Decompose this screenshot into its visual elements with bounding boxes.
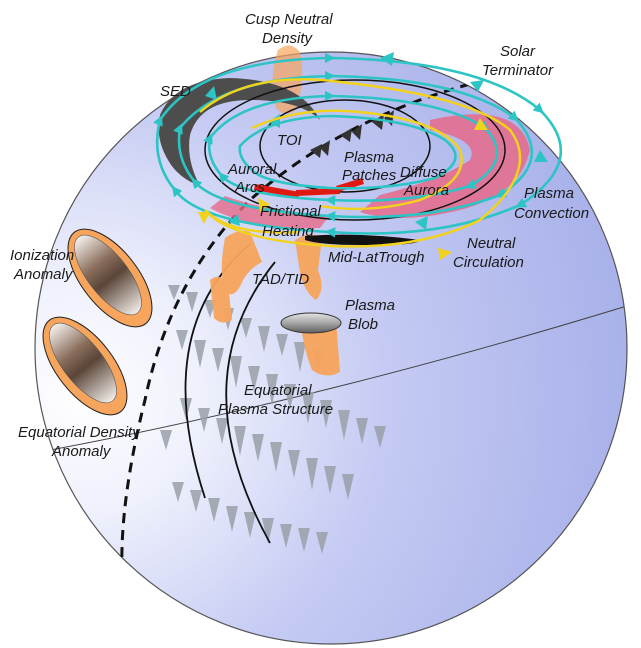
label-auroral-arcs: Auroral — [227, 161, 277, 178]
label-solar-terminator: Solar — [500, 43, 536, 60]
label-frictional-heating-2: Heating — [262, 223, 314, 240]
label-plasma-convection: Plasma — [524, 185, 574, 202]
eps-arc-2 — [225, 261, 276, 544]
plasma-convection — [155, 58, 563, 233]
label-plasma-convection-2: Convection — [514, 205, 589, 222]
label-toi: TOI — [277, 132, 302, 149]
label-auroral-arcs-2: Arcs — [234, 179, 266, 196]
label-plasma-patches: Plasma — [344, 149, 394, 166]
labels: Cusp Neutral Density Solar Terminator SE… — [10, 11, 589, 460]
plasma-blob — [280, 312, 342, 334]
label-cusp-neutral-density: Cusp Neutral — [245, 11, 333, 28]
label-equatorial-density-anomaly-2: Anomaly — [51, 443, 112, 460]
label-neutral-circulation: Neutral — [467, 235, 516, 252]
label-ionization-anomaly: Ionization — [10, 247, 74, 264]
label-sed: SED — [160, 83, 191, 100]
label-equatorial-plasma-structure-2: Plasma Structure — [218, 401, 333, 418]
label-plasma-blob-2: Blob — [348, 316, 378, 333]
label-tad-tid: TAD/TID — [252, 271, 309, 288]
neutral-arrows — [198, 118, 488, 260]
equatorial-density-anomaly — [42, 316, 128, 416]
label-plasma-blob: Plasma — [345, 297, 395, 314]
label-ionization-anomaly-2: Anomaly — [13, 266, 74, 283]
label-cusp-neutral-density-2: Density — [262, 30, 314, 47]
label-plasma-patches-2: Patches — [342, 167, 397, 184]
label-solar-terminator-2: Terminator — [482, 62, 554, 79]
equator-line — [39, 304, 627, 453]
label-diffuse-aurora-2: Aurora — [403, 182, 449, 199]
label-diffuse-aurora: Diffuse — [400, 164, 447, 181]
convection-arrows — [205, 52, 548, 230]
label-neutral-circulation-2: Circulation — [453, 254, 524, 271]
ionization-anomaly — [67, 228, 153, 328]
label-mid-lat-trough: Mid-LatTrough — [328, 249, 424, 266]
label-equatorial-density-anomaly: Equatorial Density — [18, 424, 141, 441]
label-equatorial-plasma-structure: Equatorial — [244, 382, 312, 399]
label-frictional-heating: Frictional — [260, 203, 322, 220]
neutral-circulation — [199, 78, 522, 248]
